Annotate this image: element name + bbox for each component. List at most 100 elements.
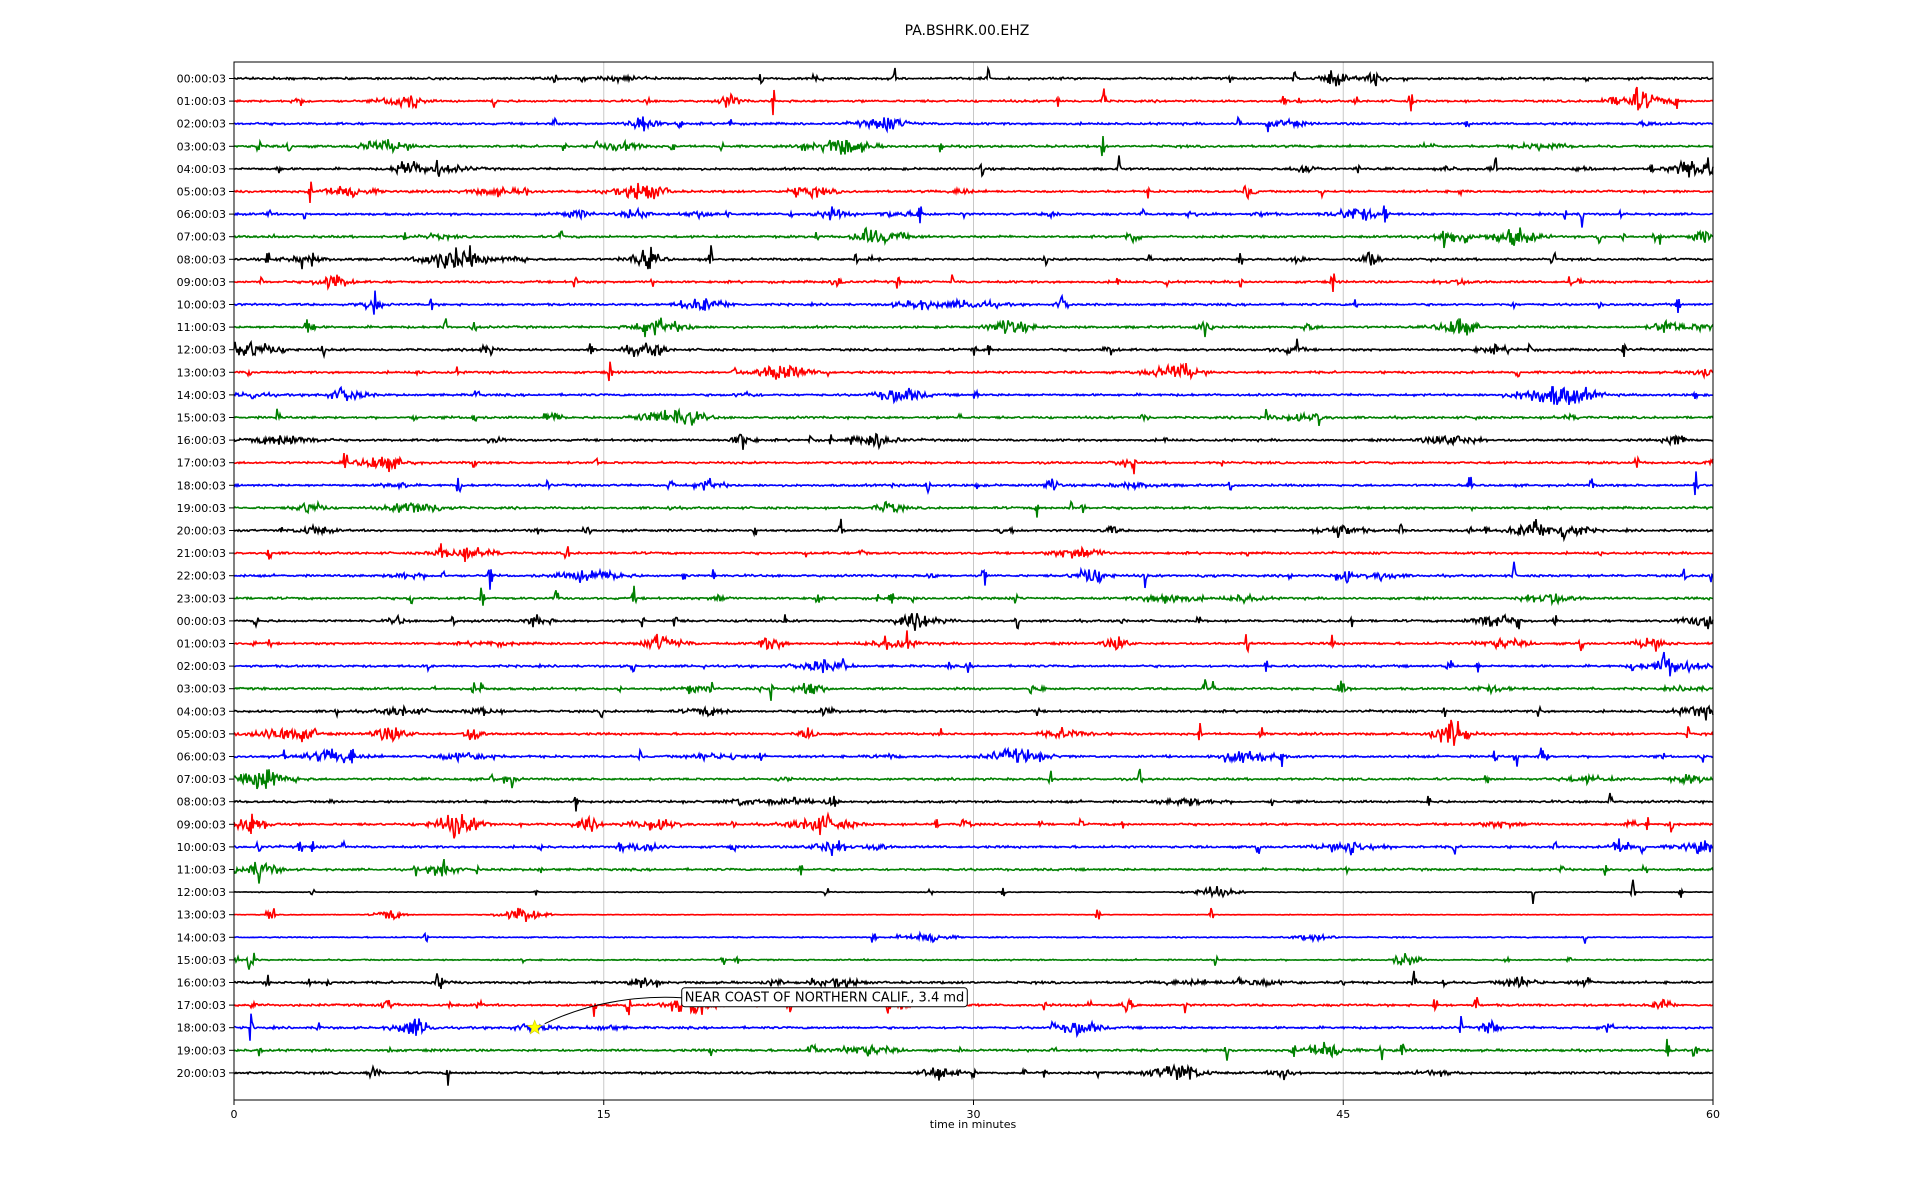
x-axis: 0 15 30 45 60 (231, 1100, 1720, 1121)
x-axis-label: time in minutes (930, 1118, 1017, 1131)
seismic-trace (234, 651, 1714, 677)
event-annotation: NEAR COAST OF NORTHERN CALIF., 3.4 md (526, 987, 968, 1035)
seismic-trace (233, 858, 1714, 884)
seismic-trace (233, 407, 1714, 427)
row-time-label: 14:00:03 (177, 931, 226, 944)
seismic-trace (234, 1013, 1714, 1041)
row-time-label: 10:00:03 (177, 299, 226, 312)
seismic-trace (233, 838, 1713, 857)
seismic-trace (233, 970, 1714, 990)
seismic-trace (233, 585, 1714, 607)
seismic-trace (233, 768, 1714, 790)
chart-title: PA.BSHRK.00.EHZ (905, 23, 1030, 39)
seismic-trace (233, 290, 1714, 315)
row-time-label: 00:00:03 (177, 73, 226, 86)
event-label: NEAR COAST OF NORTHERN CALIF., 3.4 md (685, 991, 965, 1006)
x-tick-label: 0 (231, 1108, 238, 1121)
row-time-label: 16:00:03 (177, 434, 226, 447)
row-time-label: 01:00:03 (177, 638, 226, 651)
row-time-label: 03:00:03 (177, 683, 226, 696)
row-time-label: 12:00:03 (177, 886, 226, 899)
grid-lines (603, 62, 1344, 1100)
row-time-label: 20:00:03 (177, 1067, 226, 1080)
row-time-label: 16:00:03 (177, 977, 226, 990)
seismic-traces (233, 65, 1714, 1086)
seismic-trace (233, 245, 1714, 270)
row-time-label: 01:00:03 (177, 95, 226, 108)
x-tick-label: 15 (597, 1108, 611, 1121)
row-time-label: 13:00:03 (177, 909, 226, 922)
row-time-label: 11:00:03 (177, 321, 226, 334)
row-time-label: 05:00:03 (177, 728, 226, 741)
row-time-label: 18:00:03 (177, 479, 226, 492)
row-time-label: 06:00:03 (177, 751, 226, 764)
event-connector (544, 996, 682, 1025)
row-time-label: 11:00:03 (177, 864, 226, 877)
seismic-trace (233, 432, 1714, 451)
seismic-trace (233, 907, 1714, 923)
seismic-trace (233, 543, 1714, 562)
row-time-label: 10:00:03 (177, 841, 226, 854)
row-time-labels: 00:00:03 01:00:03 02:00:03 03:00:03 04:00:03… (177, 73, 234, 1080)
row-time-label: 08:00:03 (177, 796, 226, 809)
event-label-box (681, 987, 968, 1008)
x-tick-label: 45 (1336, 1108, 1350, 1121)
plot-frame (233, 61, 1714, 1101)
row-time-label: 23:00:03 (177, 592, 226, 605)
row-time-label: 22:00:03 (177, 570, 226, 583)
seismic-trace (233, 952, 1713, 970)
seismic-trace (233, 518, 1714, 543)
seismic-trace (233, 136, 1714, 157)
seismic-trace (233, 115, 1714, 134)
row-time-label: 19:00:03 (177, 1044, 226, 1057)
row-time-label: 20:00:03 (177, 525, 226, 538)
seismic-trace (233, 226, 1714, 249)
row-time-label: 15:00:03 (177, 954, 226, 967)
row-time-label: 03:00:03 (177, 140, 226, 153)
seismic-trace (233, 879, 1713, 904)
seismic-trace (233, 385, 1714, 406)
row-time-label: 04:00:03 (177, 163, 226, 176)
row-time-label: 05:00:03 (177, 186, 226, 199)
seismic-trace (233, 746, 1714, 767)
row-time-label: 07:00:03 (177, 231, 226, 244)
row-time-label: 07:00:03 (177, 773, 226, 786)
row-time-label: 08:00:03 (177, 253, 226, 266)
row-time-label: 04:00:03 (177, 705, 226, 718)
row-time-label: 14:00:03 (177, 389, 226, 402)
x-tick-label: 30 (967, 1108, 981, 1121)
seismic-trace (233, 499, 1714, 518)
seismic-trace (233, 792, 1714, 812)
seismic-trace (233, 1038, 1713, 1061)
seismic-trace (233, 205, 1714, 228)
row-time-label: 12:00:03 (177, 344, 226, 357)
row-time-label: 17:00:03 (177, 999, 226, 1012)
seismic-trace (233, 811, 1713, 839)
row-time-label: 00:00:03 (177, 615, 226, 628)
x-tick-label: 60 (1706, 1108, 1720, 1121)
seismic-trace (233, 704, 1714, 721)
seismic-trace (233, 561, 1714, 590)
row-time-label: 19:00:03 (177, 502, 226, 515)
seismic-trace (233, 630, 1714, 654)
seismic-trace (234, 679, 1714, 701)
row-time-label: 09:00:03 (177, 276, 226, 289)
seismic-trace (233, 1063, 1714, 1086)
row-time-label: 02:00:03 (177, 118, 226, 131)
seismic-trace (233, 471, 1714, 496)
row-time-label: 13:00:03 (177, 366, 226, 379)
seismic-trace (233, 181, 1714, 203)
seismic-trace (233, 273, 1713, 292)
seismic-trace (233, 453, 1714, 475)
seismic-trace (233, 930, 1714, 944)
seismic-trace (233, 719, 1714, 746)
seismic-trace (233, 155, 1714, 178)
seismic-trace (233, 361, 1714, 382)
seismic-trace (233, 317, 1714, 338)
row-time-label: 06:00:03 (177, 208, 226, 221)
row-time-label: 02:00:03 (177, 660, 226, 673)
event-star-marker (526, 1019, 543, 1035)
row-time-label: 18:00:03 (177, 1022, 226, 1035)
seismic-trace (233, 86, 1714, 116)
